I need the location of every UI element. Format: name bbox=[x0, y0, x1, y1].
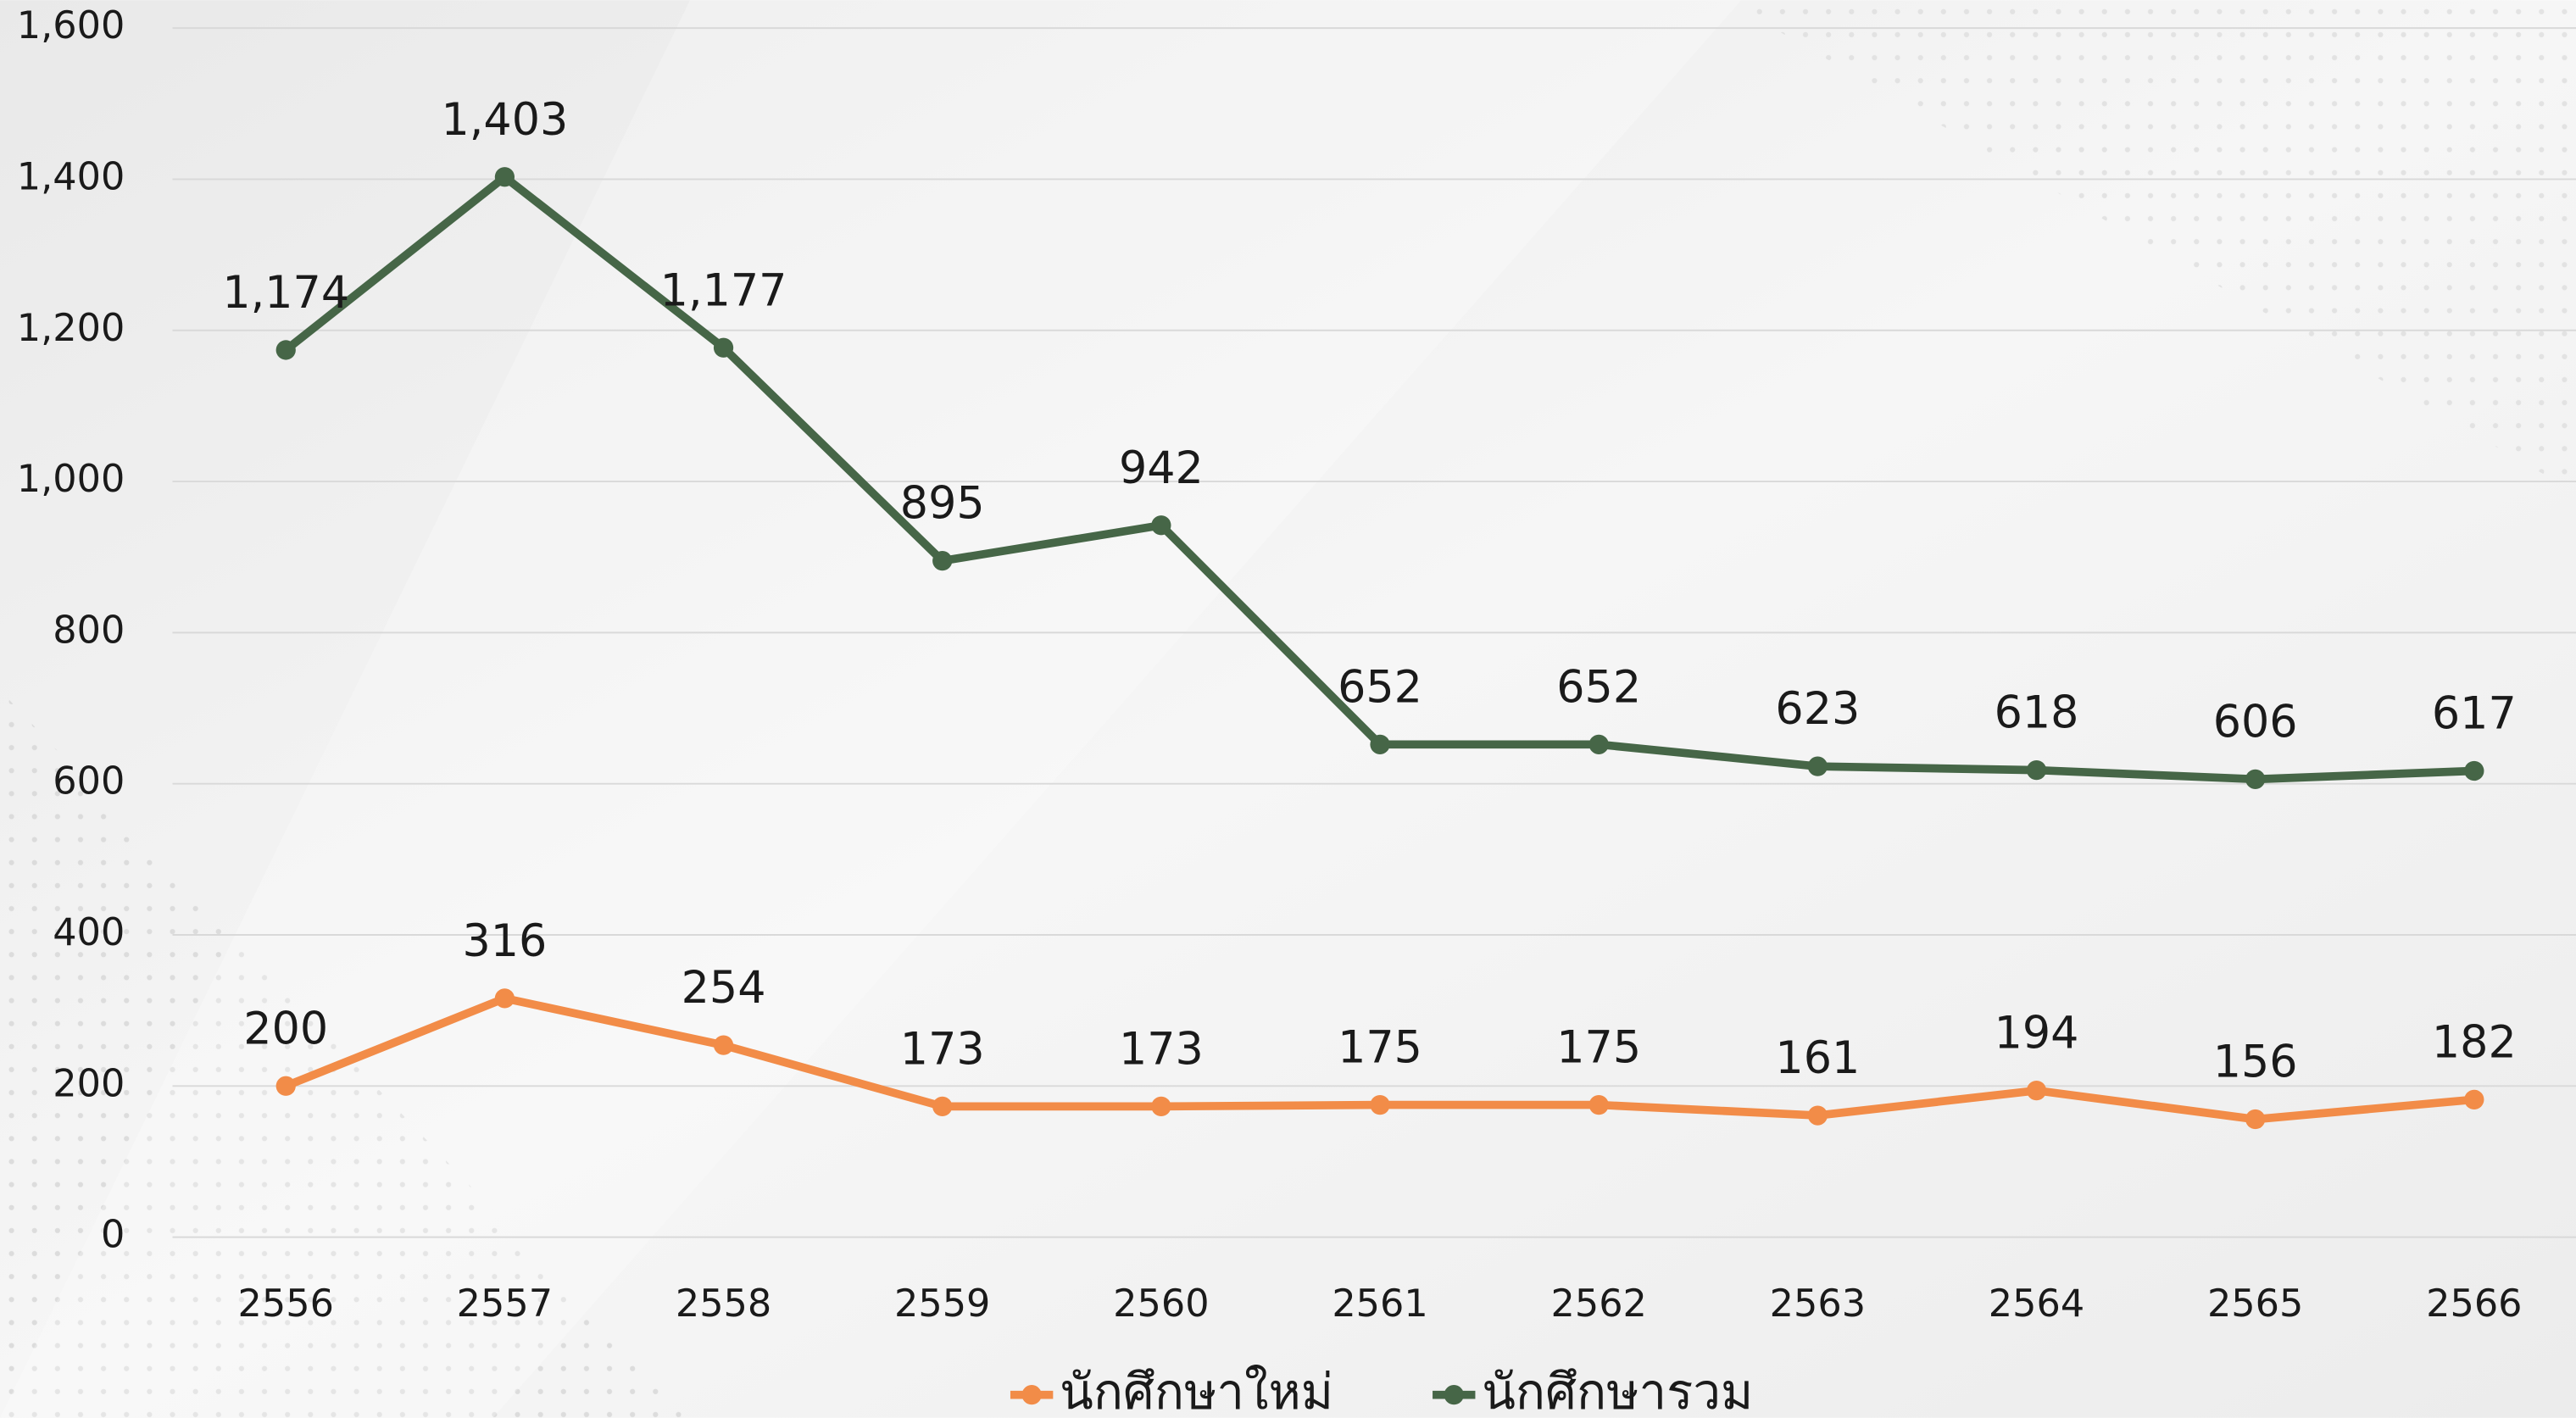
x-tick-label: 2563 bbox=[1770, 1282, 1866, 1326]
legend-marker bbox=[1444, 1385, 1464, 1405]
data-point bbox=[1807, 756, 1828, 776]
data-label: 175 bbox=[1556, 1022, 1641, 1074]
data-label: 1,177 bbox=[660, 264, 787, 316]
y-tick-label: 200 bbox=[53, 1061, 125, 1105]
data-point bbox=[494, 167, 515, 187]
x-tick-label: 2558 bbox=[676, 1282, 771, 1326]
data-label: 254 bbox=[682, 962, 766, 1014]
data-point bbox=[2245, 769, 2266, 789]
x-tick-label: 2565 bbox=[2207, 1282, 2303, 1326]
x-tick-label: 2560 bbox=[1113, 1282, 1209, 1326]
x-tick-label: 2556 bbox=[238, 1282, 334, 1326]
data-label: 194 bbox=[1995, 1008, 2079, 1059]
data-label: 652 bbox=[1338, 661, 1422, 713]
data-point bbox=[2464, 760, 2484, 781]
data-point bbox=[275, 1076, 296, 1096]
data-label: 1,403 bbox=[442, 94, 569, 146]
data-label: 316 bbox=[462, 915, 547, 967]
data-label: 618 bbox=[1995, 687, 2079, 739]
background-dots bbox=[1725, 0, 2576, 493]
x-tick-label: 2559 bbox=[894, 1282, 990, 1326]
y-tick-label: 1,200 bbox=[17, 306, 125, 350]
x-tick-label: 2564 bbox=[1989, 1282, 2084, 1326]
data-label: 161 bbox=[1775, 1032, 1860, 1084]
data-label: 156 bbox=[2213, 1037, 2298, 1088]
data-label: 617 bbox=[2432, 688, 2517, 740]
data-point bbox=[932, 1096, 953, 1117]
y-tick-label: 600 bbox=[53, 759, 125, 804]
data-point bbox=[713, 337, 734, 358]
data-label: 606 bbox=[2213, 696, 2298, 748]
data-point bbox=[1807, 1105, 1828, 1126]
data-point bbox=[932, 551, 953, 571]
data-point bbox=[275, 340, 296, 360]
data-point bbox=[2026, 1081, 2047, 1101]
data-point bbox=[494, 988, 515, 1009]
data-point bbox=[2245, 1109, 2266, 1130]
legend-label: นักศึกษาใหม่ bbox=[1060, 1363, 1333, 1418]
x-tick-label: 2561 bbox=[1332, 1282, 1427, 1326]
data-point bbox=[1370, 734, 1390, 754]
x-tick-label: 2562 bbox=[1550, 1282, 1646, 1326]
data-label: 182 bbox=[2432, 1016, 2517, 1068]
y-tick-label: 1,400 bbox=[17, 154, 125, 198]
legend-label: นักศึกษารวม bbox=[1482, 1363, 1753, 1418]
data-point bbox=[1370, 1094, 1390, 1115]
data-label: 942 bbox=[1119, 442, 1204, 494]
y-tick-label: 800 bbox=[53, 608, 125, 652]
y-tick-label: 1,000 bbox=[17, 457, 125, 501]
y-tick-label: 0 bbox=[101, 1213, 125, 1257]
data-label: 200 bbox=[243, 1003, 328, 1054]
data-label: 173 bbox=[900, 1023, 985, 1075]
data-label: 895 bbox=[900, 478, 985, 530]
data-label: 175 bbox=[1338, 1022, 1422, 1074]
data-point bbox=[1588, 1094, 1609, 1115]
data-point bbox=[1151, 1096, 1171, 1117]
data-label: 623 bbox=[1775, 683, 1860, 735]
y-tick-label: 1,600 bbox=[17, 3, 125, 47]
data-label: 173 bbox=[1119, 1023, 1204, 1075]
data-point bbox=[2464, 1089, 2484, 1109]
data-point bbox=[2026, 760, 2047, 781]
data-point bbox=[1588, 734, 1609, 754]
data-label: 1,174 bbox=[222, 267, 349, 319]
data-point bbox=[713, 1035, 734, 1055]
x-tick-label: 2566 bbox=[2426, 1282, 2522, 1326]
data-point bbox=[1151, 515, 1171, 536]
legend-marker bbox=[1021, 1385, 1042, 1405]
data-label: 652 bbox=[1556, 661, 1641, 713]
y-tick-label: 400 bbox=[53, 910, 125, 954]
background-band bbox=[0, 0, 1741, 1418]
x-tick-label: 2557 bbox=[457, 1282, 553, 1326]
